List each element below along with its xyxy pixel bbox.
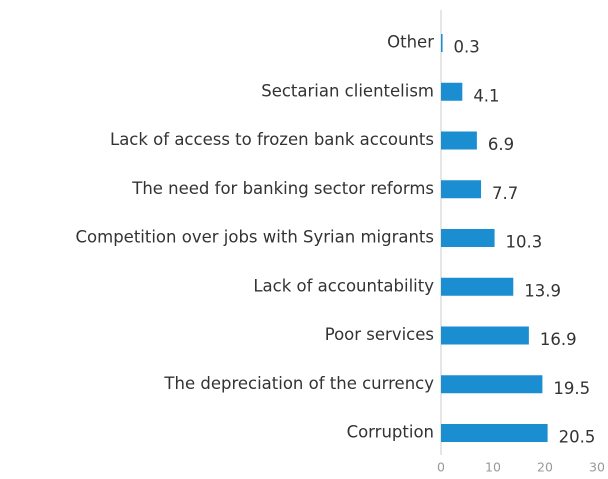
bar bbox=[441, 326, 529, 345]
bar bbox=[441, 375, 543, 394]
category-label: The need for banking sector reforms bbox=[131, 179, 434, 198]
x-tick-label: 30 bbox=[589, 460, 605, 475]
bar bbox=[441, 34, 443, 52]
category-label: Sectarian clientelism bbox=[261, 81, 434, 100]
bar bbox=[441, 131, 477, 150]
bar bbox=[441, 229, 495, 247]
bar bbox=[441, 277, 514, 296]
value-label: 16.9 bbox=[540, 330, 577, 349]
value-label: 0.3 bbox=[454, 38, 480, 57]
x-tick-label: 20 bbox=[537, 460, 553, 475]
value-label: 13.9 bbox=[524, 281, 561, 300]
x-tick-label: 0 bbox=[437, 460, 445, 475]
value-label: 19.5 bbox=[553, 379, 590, 398]
bar bbox=[441, 180, 482, 199]
x-tick-label: 10 bbox=[485, 460, 501, 475]
value-label: 10.3 bbox=[506, 233, 543, 252]
category-label: Corruption bbox=[347, 423, 434, 442]
value-label: 20.5 bbox=[559, 428, 596, 447]
category-label: Lack of access to frozen bank accounts bbox=[110, 130, 434, 149]
category-label: The depreciation of the currency bbox=[163, 374, 434, 393]
category-label: Other bbox=[387, 33, 434, 52]
value-label: 4.1 bbox=[473, 86, 499, 105]
category-label: Competition over jobs with Syrian migran… bbox=[76, 228, 434, 247]
category-label: Lack of accountability bbox=[253, 276, 434, 295]
value-label: 6.9 bbox=[488, 135, 514, 154]
bar bbox=[441, 82, 463, 101]
bar bbox=[441, 424, 548, 442]
value-label: 7.7 bbox=[492, 184, 518, 203]
category-label: Poor services bbox=[325, 325, 434, 344]
